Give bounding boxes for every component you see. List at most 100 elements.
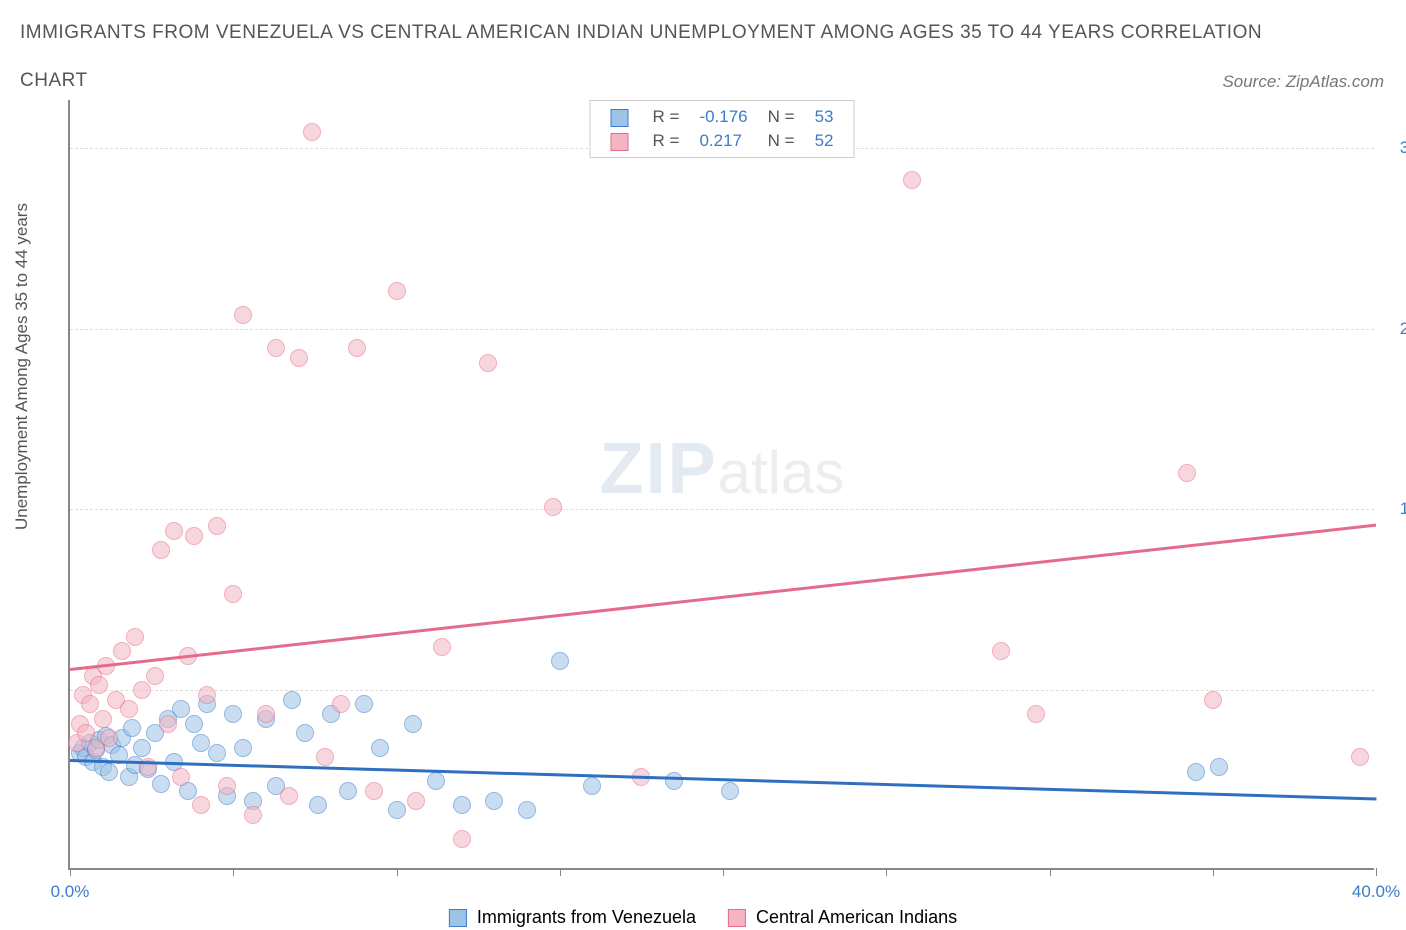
scatter-point bbox=[198, 686, 216, 704]
scatter-point bbox=[133, 681, 151, 699]
gridline bbox=[70, 329, 1374, 330]
scatter-point bbox=[485, 792, 503, 810]
scatter-point bbox=[185, 527, 203, 545]
scatter-point bbox=[332, 695, 350, 713]
legend-bottom: Immigrants from Venezuela Central Americ… bbox=[449, 907, 957, 928]
scatter-point bbox=[172, 700, 190, 718]
scatter-point bbox=[81, 695, 99, 713]
scatter-point bbox=[152, 541, 170, 559]
scatter-point bbox=[234, 306, 252, 324]
y-tick-label: 30.0% bbox=[1400, 138, 1406, 158]
scatter-point bbox=[903, 171, 921, 189]
scatter-point bbox=[1204, 691, 1222, 709]
scatter-point bbox=[208, 517, 226, 535]
legend-stats-row: R = 0.217 N = 52 bbox=[601, 129, 844, 153]
legend-swatch-venezuela bbox=[449, 909, 467, 927]
x-tick bbox=[560, 868, 561, 876]
legend-label-venezuela: Immigrants from Venezuela bbox=[477, 907, 696, 928]
x-tick bbox=[397, 868, 398, 876]
scatter-point bbox=[453, 830, 471, 848]
scatter-point bbox=[296, 724, 314, 742]
r-label: R = bbox=[643, 105, 690, 129]
legend-item-venezuela: Immigrants from Venezuela bbox=[449, 907, 696, 928]
scatter-point bbox=[348, 339, 366, 357]
scatter-point bbox=[192, 734, 210, 752]
scatter-point bbox=[267, 339, 285, 357]
watermark-part1: ZIP bbox=[600, 429, 718, 509]
scatter-point bbox=[479, 354, 497, 372]
scatter-point bbox=[234, 739, 252, 757]
x-tick-label: 40.0% bbox=[1352, 882, 1400, 902]
scatter-point bbox=[303, 123, 321, 141]
scatter-point bbox=[433, 638, 451, 656]
scatter-point bbox=[1178, 464, 1196, 482]
scatter-point bbox=[544, 498, 562, 516]
legend-swatch-central-american bbox=[728, 909, 746, 927]
scatter-point bbox=[283, 691, 301, 709]
plot-area: ZIPatlas R = -0.176 N = 53 R = 0.217 N =… bbox=[68, 100, 1374, 870]
x-tick bbox=[723, 868, 724, 876]
x-tick bbox=[1376, 868, 1377, 876]
scatter-point bbox=[257, 705, 275, 723]
scatter-point bbox=[316, 748, 334, 766]
x-tick bbox=[886, 868, 887, 876]
x-tick bbox=[233, 868, 234, 876]
legend-swatch-venezuela bbox=[611, 109, 629, 127]
scatter-point bbox=[159, 715, 177, 733]
trend-line bbox=[70, 524, 1376, 671]
scatter-point bbox=[365, 782, 383, 800]
n-value-venezuela: 53 bbox=[805, 105, 844, 129]
scatter-point bbox=[407, 792, 425, 810]
scatter-point bbox=[100, 763, 118, 781]
scatter-point bbox=[1027, 705, 1045, 723]
scatter-point bbox=[388, 282, 406, 300]
scatter-point bbox=[244, 806, 262, 824]
legend-swatch-central-american bbox=[611, 133, 629, 151]
scatter-point bbox=[94, 710, 112, 728]
scatter-point bbox=[721, 782, 739, 800]
scatter-point bbox=[355, 695, 373, 713]
scatter-point bbox=[224, 585, 242, 603]
y-tick-label: 22.5% bbox=[1400, 319, 1406, 339]
scatter-point bbox=[1351, 748, 1369, 766]
chart-container: Unemployment Among Ages 35 to 44 years Z… bbox=[0, 100, 1406, 930]
scatter-point bbox=[453, 796, 471, 814]
chart-subtitle: CHART bbox=[20, 70, 88, 92]
scatter-point bbox=[172, 768, 190, 786]
n-label: N = bbox=[758, 129, 805, 153]
scatter-point bbox=[404, 715, 422, 733]
legend-label-central-american: Central American Indians bbox=[756, 907, 957, 928]
x-tick bbox=[1050, 868, 1051, 876]
x-tick bbox=[70, 868, 71, 876]
y-tick-label: 15.0% bbox=[1400, 499, 1406, 519]
chart-title: IMMIGRANTS FROM VENEZUELA VS CENTRAL AME… bbox=[20, 22, 1262, 44]
scatter-point bbox=[427, 772, 445, 790]
scatter-point bbox=[309, 796, 327, 814]
scatter-point bbox=[165, 522, 183, 540]
legend-stats-row: R = -0.176 N = 53 bbox=[601, 105, 844, 129]
scatter-point bbox=[665, 772, 683, 790]
scatter-point bbox=[90, 676, 108, 694]
x-tick bbox=[1213, 868, 1214, 876]
scatter-point bbox=[113, 642, 131, 660]
scatter-point bbox=[290, 349, 308, 367]
r-label: R = bbox=[643, 129, 690, 153]
scatter-point bbox=[100, 729, 118, 747]
scatter-point bbox=[208, 744, 226, 762]
r-value-central-american: 0.217 bbox=[689, 129, 757, 153]
scatter-point bbox=[126, 628, 144, 646]
n-value-central-american: 52 bbox=[805, 129, 844, 153]
scatter-point bbox=[1187, 763, 1205, 781]
scatter-point bbox=[218, 777, 236, 795]
scatter-point bbox=[339, 782, 357, 800]
scatter-point bbox=[583, 777, 601, 795]
gridline bbox=[70, 509, 1374, 510]
legend-stats-box: R = -0.176 N = 53 R = 0.217 N = 52 bbox=[590, 100, 855, 158]
scatter-point bbox=[185, 715, 203, 733]
x-tick-label: 0.0% bbox=[51, 882, 90, 902]
watermark: ZIPatlas bbox=[600, 428, 845, 510]
source-attribution: Source: ZipAtlas.com bbox=[1222, 72, 1384, 92]
scatter-point bbox=[388, 801, 406, 819]
scatter-point bbox=[1210, 758, 1228, 776]
scatter-point bbox=[133, 739, 151, 757]
